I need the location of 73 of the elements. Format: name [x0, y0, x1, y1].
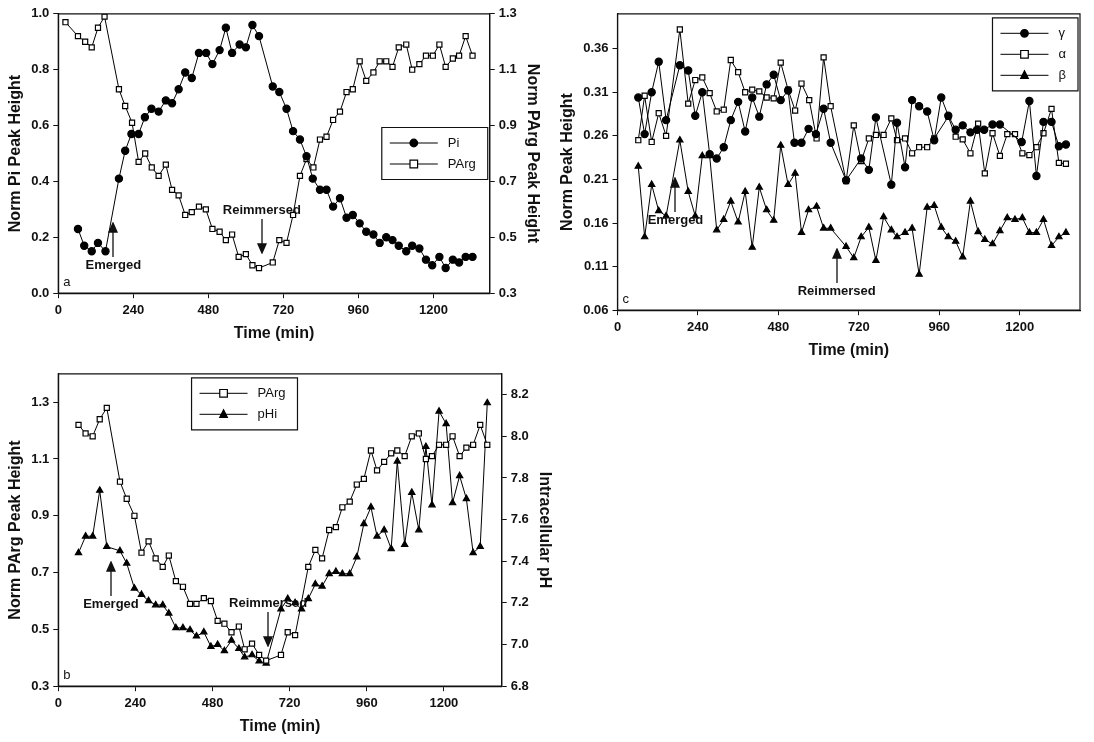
y-tick-label: 1.0 — [31, 5, 50, 21]
x-tick-label: 960 — [347, 301, 370, 317]
y2-tick-label: 8.0 — [510, 427, 529, 443]
x-tick-label: 0 — [613, 318, 622, 334]
legend-label: pHi — [257, 405, 278, 421]
annotation: a — [63, 274, 72, 290]
x-tick-label: 480 — [201, 694, 224, 710]
x-tick-label: 1200 — [1005, 318, 1035, 334]
legend-label: Pi — [447, 134, 460, 150]
y-axis-title: Norm PArg Peak Height — [6, 439, 24, 620]
x-tick-label: 240 — [124, 694, 147, 710]
y2-axis-title: Norm PArg Peak Height — [524, 63, 542, 244]
y-tick-label: 0.2 — [31, 228, 50, 244]
legend-label: PArg — [257, 384, 286, 400]
y-tick-label: 0.4 — [31, 173, 51, 189]
y2-tick-label: 7.6 — [510, 511, 529, 527]
y-tick-label: 0.0 — [31, 284, 50, 300]
y-tick-label: 0.9 — [31, 507, 50, 523]
y2-tick-label: 7.8 — [510, 469, 529, 485]
y-tick-label: 0.7 — [31, 564, 50, 580]
y2-tick-label: 0.9 — [498, 117, 517, 133]
y2-tick-label: 1.3 — [498, 5, 517, 21]
y2-tick-label: 7.2 — [510, 594, 529, 610]
annotation: b — [63, 667, 71, 683]
annotation: c — [622, 291, 630, 307]
x-tick-label: 1200 — [429, 694, 459, 710]
ref-line-label: Emerged — [85, 257, 142, 273]
y-tick-label: 0.6 — [31, 117, 50, 133]
y2-axis-title: Intracellular pH — [536, 471, 554, 589]
y-tick-label: 0.11 — [583, 258, 609, 274]
ref-line-label: Emerged — [83, 596, 139, 612]
x-axis-title: Time (min) — [808, 340, 890, 358]
y-tick-label: 1.3 — [31, 393, 50, 409]
legend-label: β — [1058, 66, 1066, 82]
x-tick-label: 0 — [54, 301, 62, 317]
x-tick-label: 240 — [122, 301, 145, 317]
y-tick-label: 0.26 — [583, 127, 609, 143]
x-axis-title: Time (min) — [233, 323, 315, 341]
y2-tick-label: 7.4 — [510, 552, 530, 568]
y-tick-label: 0.31 — [583, 83, 609, 99]
x-tick-label: 0 — [54, 694, 62, 710]
y2-tick-label: 6.8 — [510, 677, 529, 693]
y2-tick-label: 1.1 — [498, 61, 517, 77]
y-axis-title: Norm Peak Height — [558, 92, 576, 231]
legend-label: α — [1058, 45, 1067, 61]
ref-line-label: Emerged — [647, 212, 704, 228]
y-tick-label: 1.1 — [31, 450, 50, 466]
y-tick-label: 0.5 — [31, 620, 50, 636]
y2-tick-label: 7.0 — [510, 636, 529, 652]
legend-label: γ — [1058, 24, 1066, 40]
x-tick-label: 960 — [928, 318, 951, 334]
y-tick-label: 0.3 — [31, 677, 50, 693]
y-tick-label: 0.16 — [583, 214, 609, 230]
y2-tick-label: 0.5 — [498, 228, 517, 244]
y-axis-title: Norm Pi Peak Height — [6, 74, 24, 233]
legend-label: PArg — [447, 155, 476, 171]
x-tick-label: 480 — [767, 318, 790, 334]
y-tick-label: 0.06 — [583, 301, 609, 317]
x-tick-label: 480 — [197, 301, 220, 317]
y-tick-label: 0.8 — [31, 61, 50, 77]
ref-line-label: Reimmersed — [797, 283, 876, 299]
x-axis-title: Time (min) — [239, 716, 321, 734]
y-tick-label: 0.36 — [583, 40, 609, 56]
y2-tick-label: 8.2 — [510, 386, 529, 402]
x-tick-label: 1200 — [418, 301, 448, 317]
x-tick-label: 720 — [847, 318, 870, 334]
y2-tick-label: 0.3 — [498, 284, 517, 300]
y2-tick-label: 0.7 — [498, 173, 517, 189]
x-tick-label: 960 — [355, 694, 378, 710]
y-tick-label: 0.21 — [583, 171, 609, 187]
x-tick-label: 720 — [272, 301, 295, 317]
x-tick-label: 720 — [278, 694, 301, 710]
x-tick-label: 240 — [687, 318, 709, 334]
